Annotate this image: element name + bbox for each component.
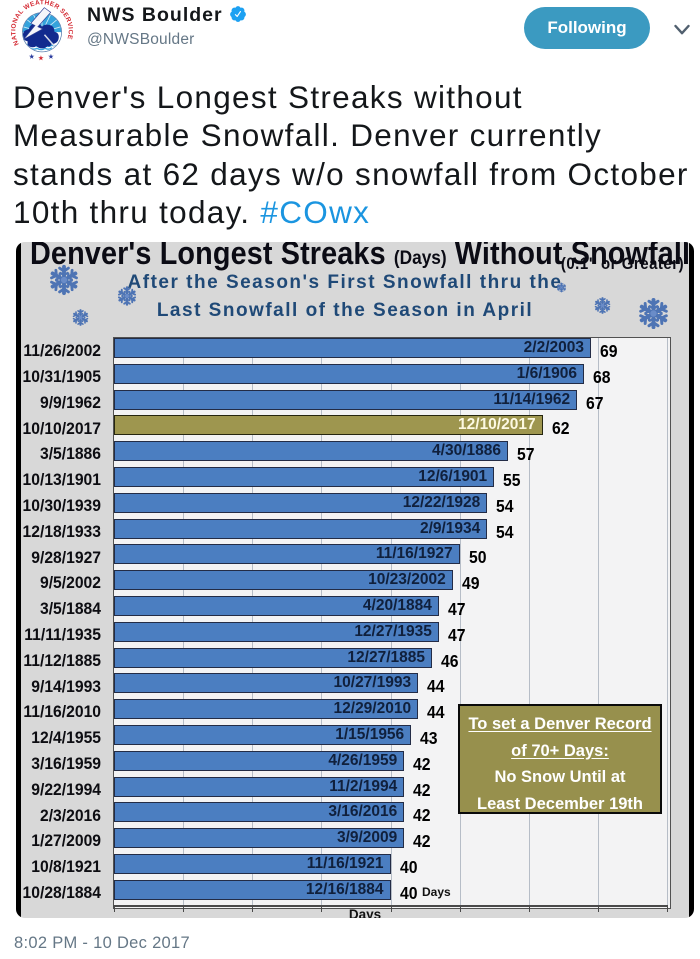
svg-text:★: ★ xyxy=(37,55,44,62)
svg-text:★: ★ xyxy=(28,53,35,60)
svg-text:★: ★ xyxy=(47,53,54,60)
